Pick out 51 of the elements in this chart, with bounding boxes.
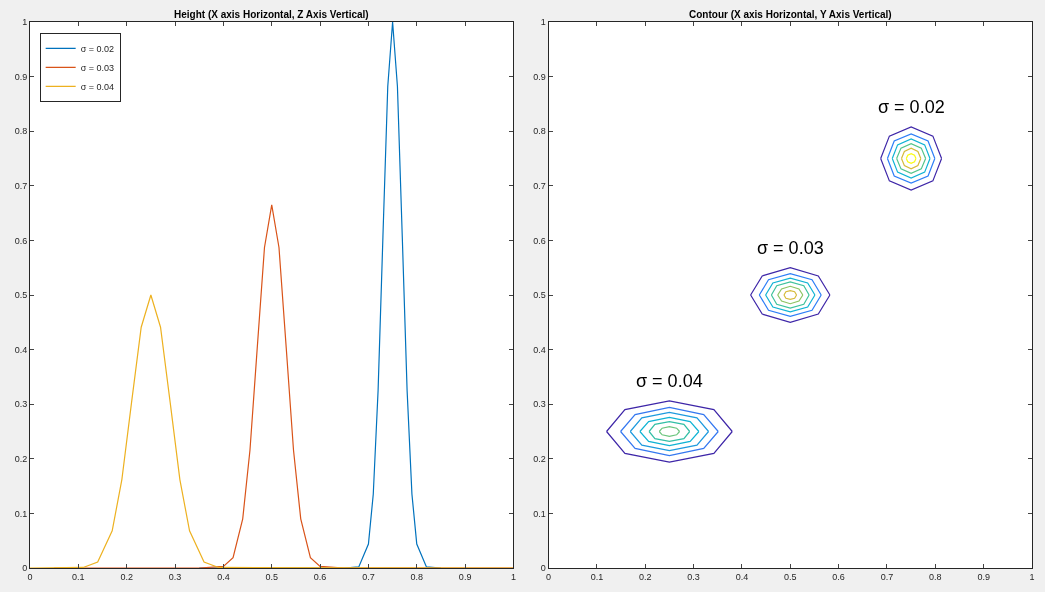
annotation: σ = 0.04 xyxy=(636,371,703,391)
y-tick-label: 0.5 xyxy=(14,290,28,301)
y-tick-label: 0.1 xyxy=(14,508,28,519)
y-tick-label: 0.7 xyxy=(533,180,546,191)
legend-label: σ = 0.04 xyxy=(80,81,114,92)
x-tick-label: 0.8 xyxy=(410,571,424,582)
x-tick-label: 0.9 xyxy=(977,571,990,582)
y-tick-label: 0 xyxy=(22,563,28,574)
annotation: σ = 0.03 xyxy=(757,238,824,258)
annotation: σ = 0.02 xyxy=(878,97,945,117)
x-tick-label: 0.3 xyxy=(168,571,182,582)
y-tick-label: 0.9 xyxy=(14,71,28,82)
x-tick-label: 0.9 xyxy=(458,571,472,582)
y-tick-label: 0.5 xyxy=(533,290,546,301)
x-tick-label: 0.2 xyxy=(638,571,652,582)
x-tick-label: 1 xyxy=(1029,571,1035,582)
y-tick-label: 1 xyxy=(22,17,28,28)
y-tick-label: 0.8 xyxy=(14,126,28,137)
y-tick-label: 0.6 xyxy=(533,235,546,246)
x-tick-label: 0.1 xyxy=(590,571,604,582)
x-tick-label: 0.2 xyxy=(120,571,133,582)
y-tick-label: 0.3 xyxy=(533,399,546,410)
y-tick-label: 0.4 xyxy=(533,344,546,355)
x-tick-label: 0.5 xyxy=(784,571,797,582)
x-tick-label: 0.8 xyxy=(929,571,942,582)
y-tick-label: 0.9 xyxy=(533,71,546,82)
x-tick-label: 0.7 xyxy=(362,571,375,582)
y-tick-label: 0.1 xyxy=(533,508,546,519)
y-tick-label: 0.8 xyxy=(533,126,546,137)
x-tick-label: 1 xyxy=(510,571,516,582)
x-tick-label: 0.4 xyxy=(217,571,230,582)
y-tick-label: 0.6 xyxy=(14,235,28,246)
y-tick-label: 1 xyxy=(540,17,546,28)
x-tick-label: 0.6 xyxy=(832,571,845,582)
legend-label: σ = 0.03 xyxy=(80,62,114,73)
x-tick-label: 0.6 xyxy=(313,571,327,582)
line-series xyxy=(30,294,514,568)
y-tick-label: 0.2 xyxy=(14,453,28,464)
y-tick-label: 0.2 xyxy=(533,453,546,464)
x-tick-label: 0.7 xyxy=(880,571,894,582)
x-tick-label: 0.1 xyxy=(72,571,85,582)
x-tick-label: 0.5 xyxy=(265,571,278,582)
x-tick-label: 0.3 xyxy=(687,571,700,582)
y-tick-label: 0 xyxy=(540,563,546,574)
y-tick-label: 0.3 xyxy=(14,399,28,410)
chart-title: Height (X axis Horizontal, Z Axis Vertical) xyxy=(174,9,369,20)
x-tick-label: 0.4 xyxy=(735,571,749,582)
y-tick-label: 0.4 xyxy=(14,344,28,355)
chart-title: Contour (X axis Horizontal, Y Axis Vertical) xyxy=(689,9,892,20)
legend-label: σ = 0.02 xyxy=(80,43,114,54)
y-tick-label: 0.7 xyxy=(14,180,28,191)
